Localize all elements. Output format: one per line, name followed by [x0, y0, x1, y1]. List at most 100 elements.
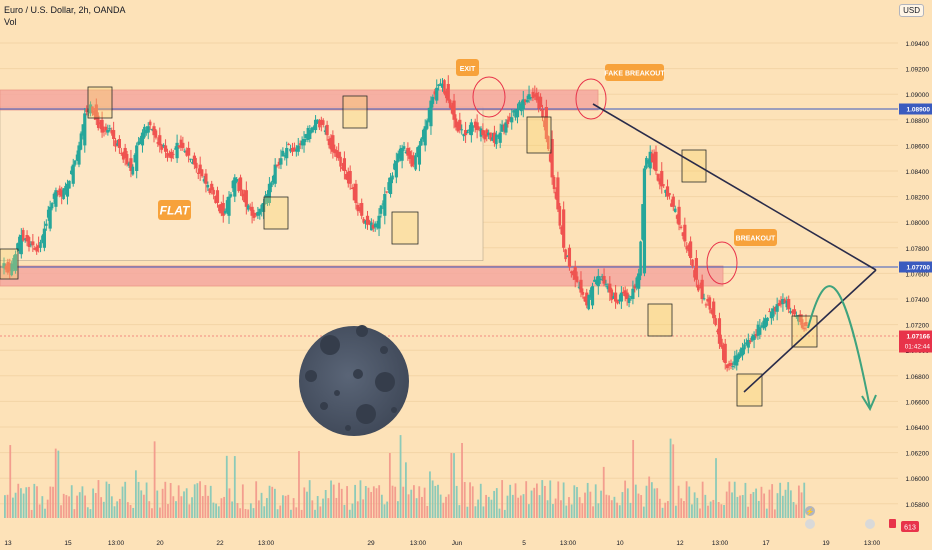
currency-button[interactable]: USD [899, 4, 924, 17]
marker-box [647, 303, 673, 337]
candle [435, 79, 439, 104]
candle [421, 128, 425, 142]
candle [88, 101, 93, 117]
candle [306, 125, 310, 143]
volume-bar [308, 480, 311, 518]
volume-bar [637, 493, 640, 518]
candle-body [298, 143, 302, 145]
candle-body [215, 190, 220, 203]
candle-body [102, 130, 106, 132]
volume-bar [225, 455, 228, 518]
volume-bar [434, 485, 437, 518]
volume-bar [153, 441, 156, 518]
fake-breakout-circle [575, 78, 607, 120]
volume-bar [370, 491, 373, 518]
candle [454, 114, 458, 131]
candle [712, 298, 716, 324]
volume-bar [608, 495, 610, 518]
candle-body [589, 289, 592, 298]
candle-body [93, 110, 96, 116]
price-axis[interactable]: 1.09400 1.09200 1.09000 1.08800 1.08600 1.084… [898, 0, 932, 550]
candle-body [739, 349, 742, 357]
price-tick-label: 1.06600 [906, 399, 930, 406]
candle [529, 97, 533, 101]
candle [29, 241, 33, 248]
candle [129, 149, 133, 178]
candle [360, 198, 364, 220]
candle [567, 244, 572, 271]
candle [221, 194, 225, 223]
volume-bar [183, 491, 185, 518]
volume-bar [236, 502, 239, 518]
candle [148, 119, 152, 131]
volume-bar [439, 494, 442, 518]
candle [412, 152, 416, 168]
candle-body [662, 184, 665, 186]
candle [296, 137, 300, 156]
candle-body [212, 189, 215, 195]
volume-bar [699, 508, 701, 518]
candle-body [91, 106, 94, 113]
candle-body [504, 122, 508, 133]
candle [473, 118, 477, 133]
candle-body [579, 279, 583, 293]
volume-bar [70, 485, 73, 518]
candle [218, 204, 221, 214]
candle-body [575, 276, 579, 282]
candle-body [548, 154, 552, 162]
volume-bar [97, 480, 100, 518]
candle [463, 121, 468, 143]
candle [21, 227, 25, 242]
candle [450, 102, 454, 115]
candle [417, 140, 422, 172]
volume-bar [375, 488, 378, 518]
candle-body [148, 121, 152, 126]
volume-bar [474, 506, 477, 518]
time-tick-label: 13:00 [864, 540, 881, 547]
volume-bar [396, 501, 399, 518]
volume-bar [779, 482, 782, 518]
time-axis[interactable]: 13 15 13:00 20 22 13:00 29 13:00 Jun 5 13:00 10 12 13… [0, 534, 932, 550]
volume-bar [589, 491, 592, 518]
candle [123, 143, 127, 166]
candle-body [129, 158, 133, 171]
candle-body [463, 130, 468, 136]
volume-bar [28, 486, 30, 518]
candle-body [518, 102, 521, 110]
candle-body [664, 189, 667, 193]
candle-body [456, 122, 460, 132]
candle-body [385, 191, 389, 193]
candle [648, 145, 652, 176]
candle-body [68, 180, 71, 189]
candle [544, 99, 548, 143]
candle [275, 164, 279, 168]
candle-body [337, 151, 341, 159]
volume-bar [731, 492, 733, 518]
candle-body [610, 289, 614, 300]
candle-body [766, 317, 769, 321]
candle-body [131, 166, 135, 175]
candle [345, 169, 348, 181]
candle-body [677, 206, 681, 225]
candle-body [145, 129, 148, 134]
candle-body [618, 299, 621, 301]
candle [2, 257, 6, 275]
candle-body [670, 203, 673, 207]
candle-body [360, 203, 364, 216]
volume-bar [717, 502, 720, 518]
volume-bar [156, 490, 159, 518]
candle [548, 149, 552, 163]
candle [785, 296, 789, 310]
volume-bar [46, 499, 49, 518]
candle-body [160, 144, 164, 150]
volume-bar [311, 500, 314, 518]
candle-body [681, 232, 685, 236]
candle [110, 127, 114, 136]
candle-body [304, 134, 308, 139]
candle [781, 293, 785, 312]
candle-body [13, 254, 18, 271]
volume-bar [86, 507, 89, 518]
volume-bar [597, 503, 600, 518]
